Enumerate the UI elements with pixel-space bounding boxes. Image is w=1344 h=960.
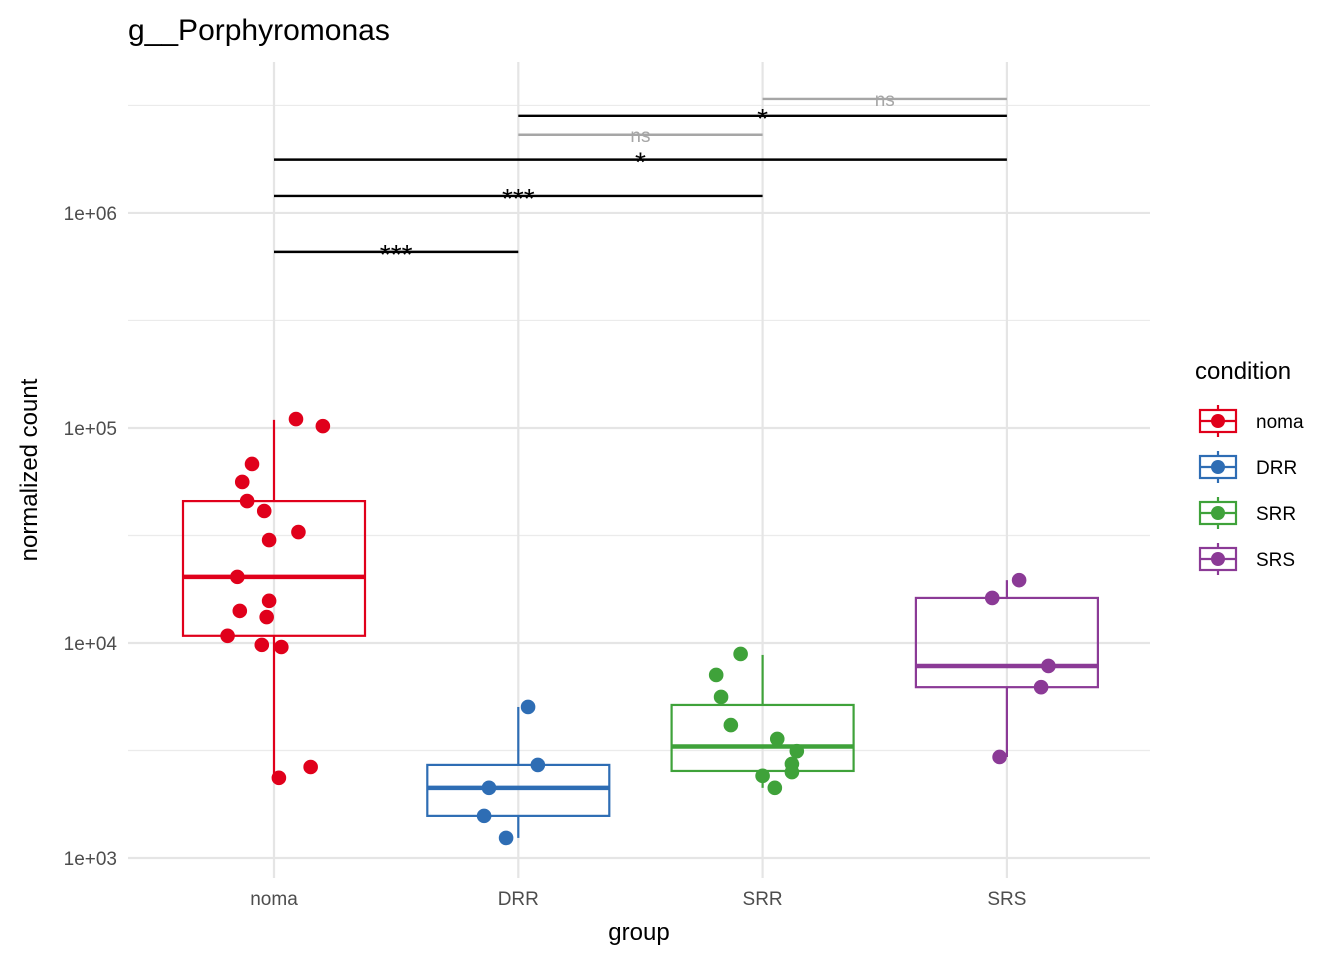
- data-point-noma: [288, 411, 304, 427]
- legend-title: condition: [1195, 358, 1291, 385]
- data-point-SRR: [723, 717, 739, 733]
- data-point-DRR: [481, 780, 497, 796]
- chart-title: g__Porphyromonas: [128, 14, 390, 47]
- data-point-SRS: [984, 590, 1000, 606]
- legend-label: DRR: [1256, 458, 1297, 479]
- comparison-label: ***: [380, 239, 413, 270]
- legend-item-DRR: DRR: [1198, 451, 1297, 483]
- comparison-label: *: [757, 103, 768, 134]
- comparison-label: ***: [502, 183, 535, 214]
- points: [220, 411, 1056, 846]
- x-tick-label: noma: [250, 889, 298, 910]
- data-point-SRS: [1011, 572, 1027, 588]
- y-tick-label: 1e+06: [64, 204, 117, 225]
- data-point-SRR: [733, 646, 748, 662]
- legend-key-point: [1211, 460, 1225, 474]
- y-tick-label: 1e+05: [64, 419, 117, 440]
- data-point-SRS: [1033, 679, 1049, 695]
- y-axis-title: normalized count: [16, 378, 43, 561]
- legend-key-point: [1211, 414, 1225, 428]
- data-point-noma: [239, 493, 255, 509]
- data-point-SRR: [784, 764, 800, 780]
- legend-item-SRS: SRS: [1198, 543, 1295, 575]
- data-point-noma: [230, 569, 245, 585]
- legend-key-point: [1211, 552, 1225, 566]
- data-point-noma: [274, 639, 289, 655]
- data-point-DRR: [498, 830, 514, 846]
- box-noma: [181, 419, 367, 778]
- data-point-noma: [303, 759, 318, 775]
- x-axis-title: group: [608, 919, 669, 946]
- data-point-noma: [259, 609, 274, 625]
- comparison-label: *: [635, 147, 646, 178]
- box-iqr: [426, 763, 611, 817]
- box-iqr: [914, 596, 1100, 689]
- x-axis-ticks: noma DRR SRR SRS: [250, 889, 1026, 910]
- x-tick-label: DRR: [498, 889, 539, 910]
- data-point-noma: [315, 418, 331, 434]
- legend-key-point: [1211, 506, 1225, 520]
- box-DRR: [426, 706, 611, 838]
- data-point-DRR: [520, 699, 536, 715]
- legend-label: SRS: [1256, 550, 1295, 571]
- data-point-noma: [220, 628, 235, 644]
- legend-item-SRR: SRR: [1198, 497, 1296, 529]
- data-point-noma: [234, 474, 250, 490]
- data-point-SRR: [769, 731, 785, 747]
- y-tick-label: 1e+03: [64, 849, 117, 870]
- data-point-noma: [261, 532, 277, 548]
- data-point-DRR: [476, 808, 492, 824]
- data-point-noma: [232, 603, 248, 619]
- legend-label: SRR: [1256, 504, 1296, 525]
- legend-item-noma: noma: [1198, 405, 1304, 437]
- data-point-DRR: [530, 757, 546, 773]
- legend: condition noma DRR SRR SRS: [1195, 358, 1304, 575]
- comparison-label: ns: [875, 90, 895, 111]
- data-point-noma: [244, 456, 260, 472]
- data-point-noma: [271, 770, 287, 786]
- data-point-SRS: [992, 749, 1007, 765]
- data-point-SRR: [708, 667, 724, 683]
- boxes: [181, 419, 1100, 838]
- x-tick-label: SRS: [987, 889, 1026, 910]
- y-tick-label: 1e+04: [64, 634, 118, 655]
- data-point-noma: [256, 503, 272, 519]
- y-axis-ticks: 1e+03 1e+04 1e+05 1e+06: [64, 204, 118, 870]
- box-SRS: [914, 580, 1100, 757]
- significance-brackets: *******ns*ns: [274, 90, 1007, 270]
- data-point-SRR: [755, 768, 770, 784]
- data-point-noma: [254, 637, 270, 653]
- data-point-SRR: [789, 743, 805, 759]
- x-tick-label: SRR: [743, 889, 783, 910]
- data-point-SRR: [713, 689, 729, 705]
- box-iqr: [181, 499, 367, 637]
- data-point-SRR: [767, 780, 783, 796]
- legend-label: noma: [1256, 412, 1304, 433]
- data-point-noma: [291, 524, 306, 540]
- data-point-SRS: [1041, 658, 1056, 674]
- comparison-label: ns: [630, 126, 650, 147]
- data-point-noma: [261, 593, 277, 609]
